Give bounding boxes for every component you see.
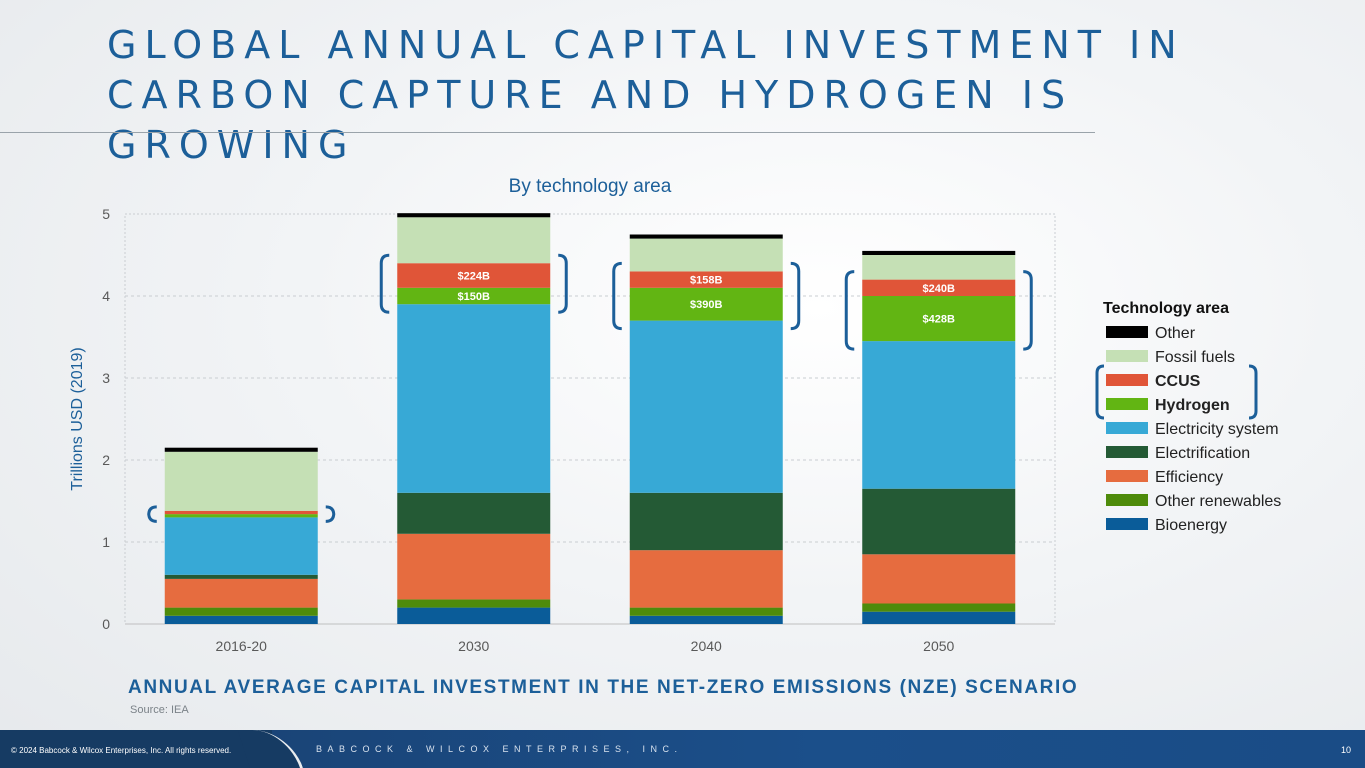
bar-segment-electrification xyxy=(862,488,1016,555)
bar-segment-other xyxy=(862,250,1016,255)
bar-segment-hydrogen xyxy=(629,287,783,321)
page-title: GLOBAL ANNUAL CAPITAL INVESTMENT IN CARB… xyxy=(107,20,1307,170)
bar-segment-electricity-system xyxy=(629,320,783,493)
legend-title: Technology area xyxy=(1103,300,1229,317)
bar-segment-hydrogen xyxy=(397,287,551,305)
bar-segment-electrification xyxy=(164,574,318,579)
copyright-text: © 2024 Babcock & Wilcox Enterprises, Inc… xyxy=(11,746,232,755)
legend-bracket-left xyxy=(1095,364,1105,420)
title-line-2: CARBON CAPTURE AND HYDROGEN IS GROWING xyxy=(107,73,1074,167)
legend-swatch-electricity-system xyxy=(1106,422,1148,434)
legend-label-efficiency: Efficiency xyxy=(1155,469,1223,486)
data-label: $240B xyxy=(923,283,955,295)
highlight-bracket-left xyxy=(147,505,157,523)
bar-segment-electrification xyxy=(397,492,551,534)
title-divider xyxy=(0,132,1095,133)
footer-left-panel xyxy=(0,730,272,768)
bar-segment-ccus xyxy=(164,510,318,515)
bar-segment-other-renewables xyxy=(397,599,551,608)
bar-segment-hydrogen xyxy=(862,296,1016,342)
bar-segment-other xyxy=(397,213,551,218)
legend-label-other-renewables: Other renewables xyxy=(1155,493,1281,510)
legend-label-fossil-fuels: Fossil fuels xyxy=(1155,349,1235,366)
bar-segment-efficiency xyxy=(862,554,1016,604)
page-number: 10 xyxy=(1340,745,1351,755)
y-tick-label: 0 xyxy=(102,616,110,632)
legend-swatch-bioenergy xyxy=(1106,518,1148,530)
x-tick-label: 2016-20 xyxy=(216,638,268,654)
chart-title: By technology area xyxy=(509,176,672,197)
bar-segment-bioenergy xyxy=(862,611,1016,624)
highlight-bracket-right xyxy=(790,261,801,331)
legend-label-bioenergy: Bioenergy xyxy=(1155,517,1227,534)
bar-segment-fossil-fuels xyxy=(862,255,1016,280)
bar-segment-bioenergy xyxy=(629,615,783,624)
legend-bracket-right xyxy=(1248,364,1258,420)
x-tick-label: 2040 xyxy=(691,638,722,654)
bar-segment-other xyxy=(629,234,783,239)
y-tick-label: 2 xyxy=(102,452,110,468)
footer-bar: © 2024 Babcock & Wilcox Enterprises, Inc… xyxy=(0,730,1365,768)
highlight-bracket-left xyxy=(612,261,622,331)
highlight-bracket-right xyxy=(558,253,568,314)
company-name: BABCOCK & WILCOX ENTERPRISES, INC. xyxy=(316,744,683,754)
data-label: $150B xyxy=(458,291,490,303)
bar-segment-efficiency xyxy=(164,578,318,608)
highlight-bracket-left xyxy=(844,270,855,351)
highlight-bracket-left xyxy=(379,253,390,314)
bar-segment-ccus xyxy=(629,271,783,288)
bar-segment-hydrogen xyxy=(164,514,318,518)
bar-segment-bioenergy xyxy=(397,607,551,624)
legend-swatch-hydrogen xyxy=(1106,398,1148,410)
bar-segment-electricity-system xyxy=(862,341,1016,489)
y-tick-label: 1 xyxy=(102,534,110,550)
bar-segment-efficiency xyxy=(397,533,551,600)
y-tick-label: 3 xyxy=(102,370,110,386)
legend-swatch-other-renewables xyxy=(1106,494,1148,506)
legend-label-electricity-system: Electricity system xyxy=(1155,421,1279,438)
bar-segment-electricity-system xyxy=(164,517,318,575)
bar-segment-other-renewables xyxy=(164,607,318,616)
chart-subtitle: ANNUAL AVERAGE CAPITAL INVESTMENT IN THE… xyxy=(128,677,1079,698)
bar-segment-other xyxy=(164,447,318,452)
bar-segment-ccus xyxy=(397,263,551,288)
y-tick-label: 5 xyxy=(102,206,110,222)
x-tick-label: 2030 xyxy=(458,638,489,654)
title-line-1: GLOBAL ANNUAL CAPITAL INVESTMENT IN xyxy=(107,23,1185,67)
highlight-bracket-right xyxy=(325,505,336,523)
stacked-bar-chart: 0 1 2 3 4 5 By technology area Trillions USD (2… xyxy=(69,176,1281,654)
legend-label-other: Other xyxy=(1155,325,1196,342)
legend-label-electrification: Electrification xyxy=(1155,445,1250,462)
bar-segment-other-renewables xyxy=(629,607,783,616)
x-tick-label: 2050 xyxy=(923,638,954,654)
y-tick-label: 4 xyxy=(102,288,110,304)
footer-curve-decoration xyxy=(237,730,303,768)
bar-segment-fossil-fuels xyxy=(164,451,318,511)
y-axis-label: Trillions USD (2019) xyxy=(69,347,86,490)
bar-segment-electricity-system xyxy=(397,304,551,493)
legend-swatch-ccus xyxy=(1106,374,1148,386)
bar-segment-fossil-fuels xyxy=(397,217,551,264)
legend-label-ccus: CCUS xyxy=(1155,373,1201,390)
legend-swatch-other xyxy=(1106,326,1148,338)
legend-swatch-fossil-fuels xyxy=(1106,350,1148,362)
legend-swatch-efficiency xyxy=(1106,470,1148,482)
legend-swatch-electrification xyxy=(1106,446,1148,458)
source-note: Source: IEA xyxy=(130,704,189,716)
bar-segment-other-renewables xyxy=(862,603,1016,612)
bar-segment-ccus xyxy=(862,279,1016,296)
bar-segment-efficiency xyxy=(629,550,783,608)
bar-segment-electrification xyxy=(629,492,783,551)
data-label: $428B xyxy=(923,314,955,326)
data-label: $390B xyxy=(690,299,722,311)
highlight-bracket-right xyxy=(1023,270,1033,351)
data-label: $224B xyxy=(458,271,490,283)
legend-label-hydrogen: Hydrogen xyxy=(1155,397,1230,414)
data-label: $158B xyxy=(690,275,722,287)
bar-segment-fossil-fuels xyxy=(629,238,783,272)
bar-segment-bioenergy xyxy=(164,615,318,624)
